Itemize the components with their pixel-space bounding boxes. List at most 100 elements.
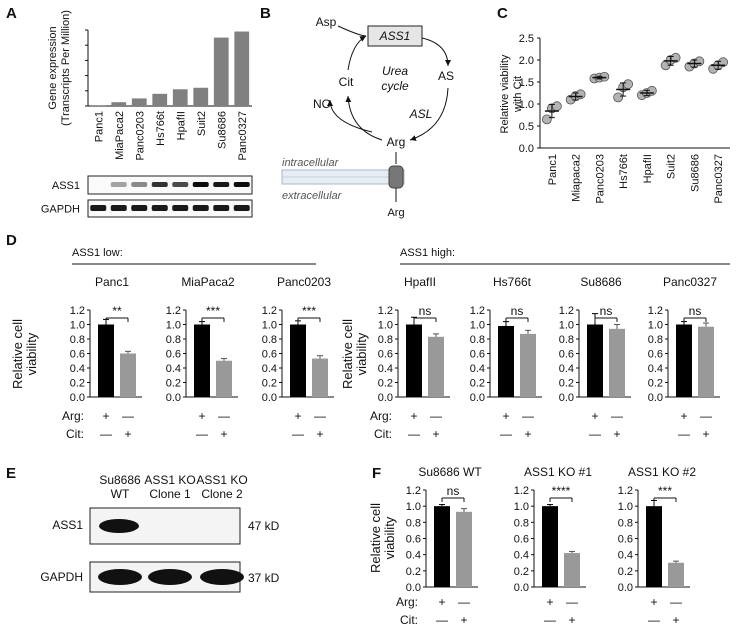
cit-sign: — [100, 427, 112, 441]
y-tick-label: 0.6 [262, 349, 277, 361]
y-tick-label: 1.2 [648, 305, 663, 317]
blot-row-label: GAPDH [40, 570, 83, 584]
arg-label: Arg: [62, 409, 84, 423]
arrow-to-arg [409, 87, 449, 141]
y-tick-label: 1.0 [406, 501, 421, 513]
cit-sign: + [613, 427, 620, 441]
data-point [613, 92, 624, 103]
y-tick-label: 0.6 [378, 349, 393, 361]
arg-sign: — [566, 595, 578, 609]
cit-sign: — [678, 427, 690, 441]
y-tick-label: 0.8 [70, 334, 85, 346]
y-tick-label: 0.4 [514, 550, 529, 562]
y-tick-label: 1.0 [514, 501, 529, 513]
cit-sign: + [460, 613, 467, 626]
y-tick-label: 0.8 [648, 334, 663, 346]
blot-band [110, 182, 127, 187]
y-tick-label: 0.6 [470, 349, 485, 361]
y-tick-label: 0.0 [559, 392, 574, 404]
lane-label: Clone 2 [201, 487, 243, 501]
metabolite-as: AS [438, 69, 454, 83]
y-tick-label: 1.2 [262, 305, 277, 317]
y-axis-label: viability [354, 332, 369, 375]
y-tick-label: 1.0 [519, 99, 534, 111]
cell-line-title: Panc0203 [277, 275, 331, 289]
y-tick-label: 0.6 [70, 349, 85, 361]
arg-label: Arg: [396, 595, 418, 609]
panel-title: Su8686 WT [418, 465, 482, 479]
x-tick-label: Panc0203 [594, 154, 606, 204]
y-tick-label: 0.5 [519, 121, 534, 133]
blot-strip [87, 199, 253, 218]
cit-sign: + [672, 613, 679, 626]
y-tick-label: 0.2 [559, 378, 574, 390]
bar [131, 98, 147, 106]
bar [312, 358, 328, 397]
lane-label: Su8686 [99, 473, 141, 487]
y-tick-label: 1.0 [618, 501, 633, 513]
cit-sign: + [316, 427, 323, 441]
y-tick-label: 0.4 [70, 363, 85, 375]
y-tick-label: 0.2 [514, 566, 529, 578]
blot-band [131, 205, 148, 211]
blot-row-label: ASS1 [52, 180, 80, 192]
transporter [388, 165, 404, 189]
cell-line-title: MiaPaca2 [181, 275, 235, 289]
significance-label: ns [447, 484, 460, 498]
arg-sign: + [680, 409, 687, 423]
y-axis-label: Relative viability [499, 54, 511, 133]
x-tick-label: Panc0327 [237, 111, 249, 161]
y-tick-label: 1.0 [648, 320, 663, 332]
y-axis-label: viability [24, 332, 39, 375]
arg-sign: — [218, 409, 230, 423]
cit-sign: — [408, 427, 420, 441]
x-tick-label: Panc1 [93, 111, 105, 142]
cell-line-title: Panc0327 [663, 275, 717, 289]
y-tick-label: 0.8 [618, 517, 633, 529]
bar [193, 87, 209, 106]
cell-line-title: Hs766t [493, 275, 532, 289]
arg-sign: — [670, 595, 682, 609]
cit-sign: + [524, 427, 531, 441]
y-tick-label: 0.8 [378, 334, 393, 346]
y-tick-label: 1.0 [378, 320, 393, 332]
cit-sign: — [500, 427, 512, 441]
y-tick-label: 0.2 [648, 378, 663, 390]
arg-sign: + [650, 595, 657, 609]
arrow-to-cit [345, 95, 383, 141]
y-tick-label: 1.2 [378, 305, 393, 317]
bar [520, 333, 536, 397]
y-tick-label: 0.2 [618, 566, 633, 578]
y-tick-label: 0.0 [166, 392, 181, 404]
y-tick-label: 1.0 [262, 320, 277, 332]
bar [216, 360, 232, 397]
y-tick-label: 1.2 [514, 485, 529, 497]
y-tick-label: 0.8 [514, 517, 529, 529]
significance-label: ns [689, 304, 702, 318]
arrow-to-ass1 [347, 35, 367, 71]
metabolite-cit: Cit [339, 75, 354, 89]
x-tick-label: Hs766t [618, 154, 630, 189]
significance-label: ns [511, 304, 524, 318]
x-tick-label: Suit2 [666, 154, 678, 179]
significance-label: *** [302, 304, 316, 318]
panel-letter-A: A [6, 5, 17, 22]
x-tick-label: Panc1 [547, 154, 559, 185]
bar [698, 326, 714, 397]
arg-sign: — [314, 409, 326, 423]
lane-label: ASS1 KO [144, 473, 195, 487]
metabolite-arg-out: Arg [387, 207, 404, 219]
y-tick-label: 2.0 [519, 55, 534, 67]
arg-sign: — [522, 409, 534, 423]
cit-sign: + [702, 427, 709, 441]
bar [234, 31, 250, 106]
cit-sign: — [648, 613, 660, 626]
y-axis-label: Relative cell [340, 319, 355, 389]
cell-line-title: Su8686 [580, 275, 622, 289]
panel-letter-B: B [260, 5, 271, 22]
y-tick-label: 1.2 [406, 485, 421, 497]
blot-row-label: GAPDH [41, 204, 80, 216]
arg-sign: + [591, 409, 598, 423]
bar [609, 328, 625, 397]
